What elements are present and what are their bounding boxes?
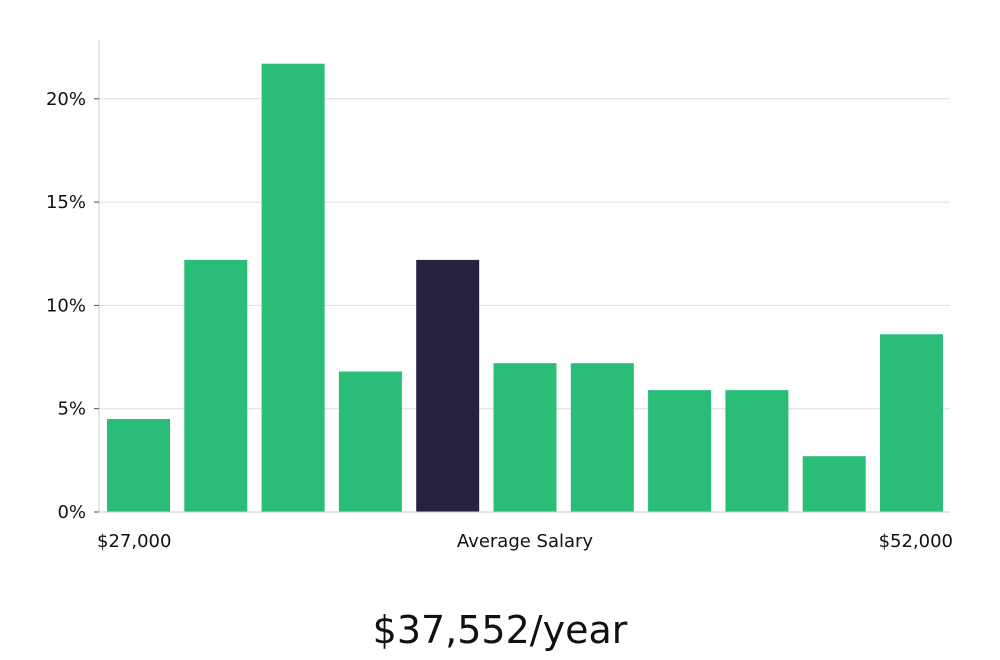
average-salary-value: $37,552/year: [372, 608, 628, 652]
bar-average-salary: [416, 259, 480, 512]
bar-9: [725, 390, 789, 512]
y-axis-ticks: 0% 5% 10% 15% 20%: [46, 89, 99, 523]
y-tick-label-10: 10%: [46, 295, 86, 316]
bar-4: [338, 371, 402, 512]
bar-1: [107, 419, 170, 512]
y-tick-label-20: 20%: [46, 89, 86, 110]
bar-2: [184, 259, 248, 512]
bar-10: [802, 456, 866, 512]
bar-7: [570, 363, 634, 512]
bar-11: [880, 334, 943, 512]
x-label-center: Average Salary: [457, 531, 594, 552]
bar-6: [493, 363, 557, 512]
salary-histogram: 0% 5% 10% 15% 20% $27,000 Average Salary $52…: [46, 40, 953, 552]
y-tick-label-15: 15%: [46, 192, 86, 213]
bar-8: [648, 390, 712, 512]
x-label-max: $52,000: [879, 531, 953, 552]
bar-3: [261, 63, 325, 512]
y-tick-label-5: 5%: [57, 399, 86, 420]
bars: [107, 63, 943, 512]
y-tick-label-0: 0%: [57, 502, 86, 523]
x-label-min: $27,000: [97, 531, 171, 552]
